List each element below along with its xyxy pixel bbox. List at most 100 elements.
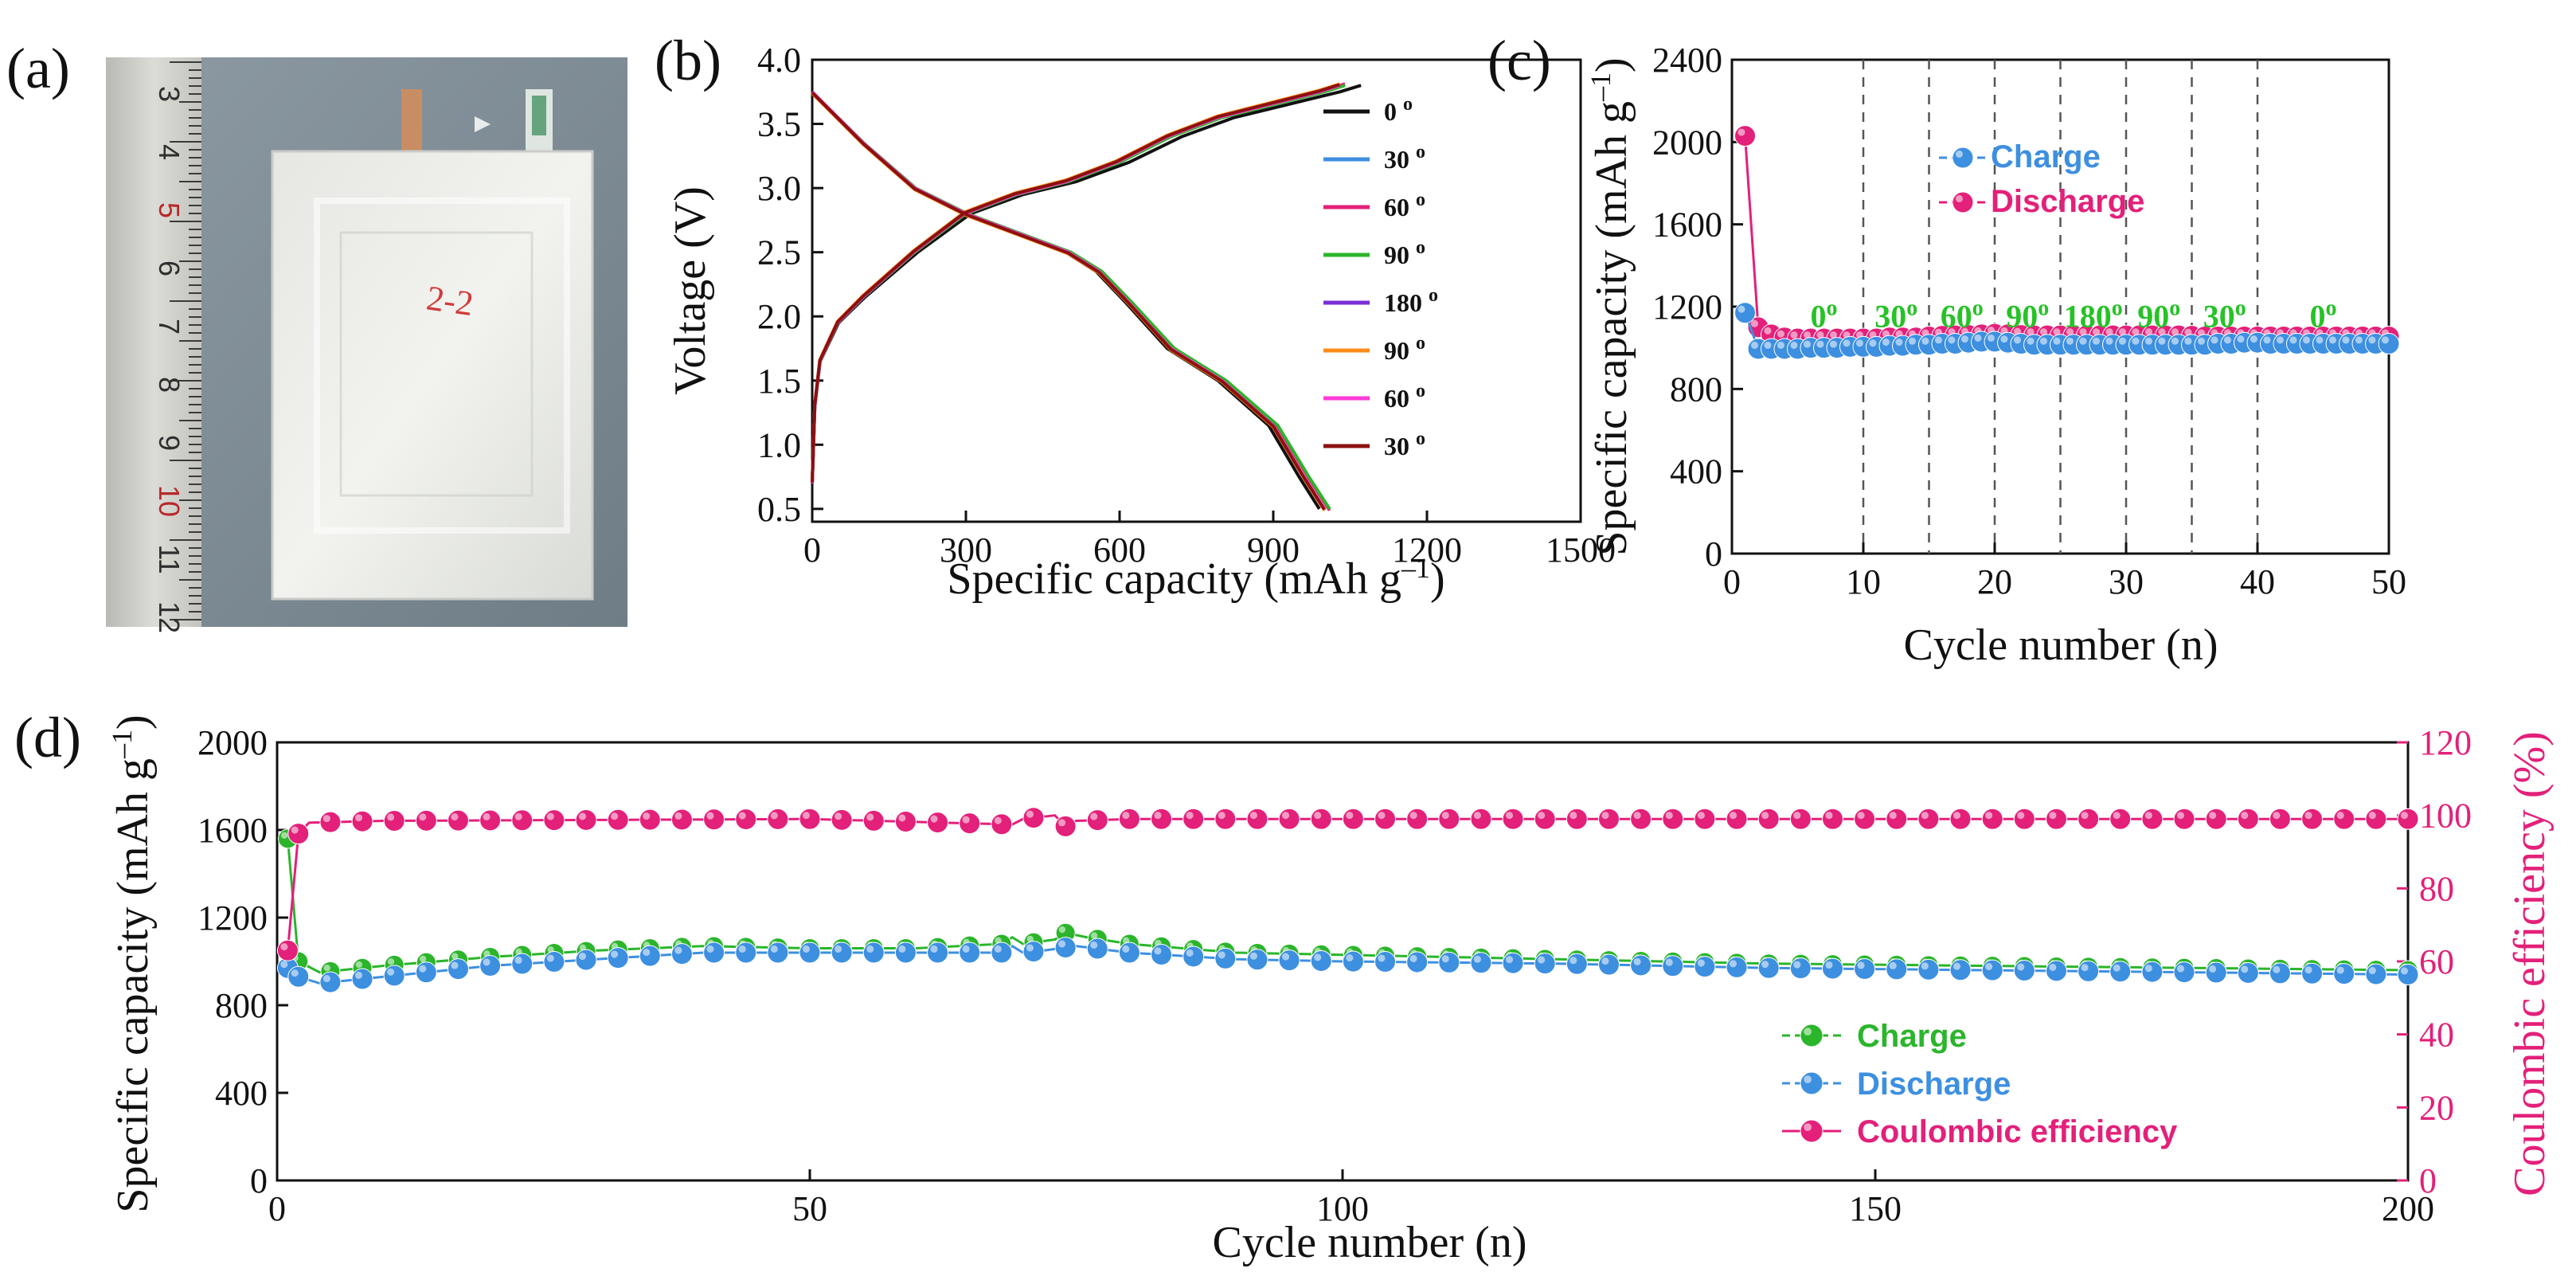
chart-d-point-discharge — [383, 965, 405, 987]
chart-b-y-axis-title: Voltage (V) — [666, 186, 715, 395]
chart-c-angle-label: 0o — [1811, 296, 1838, 335]
chart-d-point-discharge — [2397, 964, 2419, 985]
chart-d-point-discharge — [1854, 957, 1876, 980]
chart-d-point-discharge-highlight — [835, 945, 842, 953]
chart-d-point-ce — [1246, 808, 1268, 830]
chart-c-point-discharge-highlight — [1750, 319, 1758, 327]
chart-d-point-discharge — [1534, 953, 1556, 975]
chart-d-point-ce-highlight — [354, 814, 363, 822]
chart-d-point-ce — [670, 808, 693, 831]
chart-d-point-ce-highlight — [2113, 812, 2121, 820]
chart-d-x-tick-label: 150 — [1849, 1189, 1902, 1228]
chart-c-angle-label: 90o — [2137, 296, 2180, 335]
chart-d-point-discharge-highlight — [1889, 961, 1897, 969]
chart-d-point-ce — [1726, 808, 1748, 830]
chart-b-legend-label: 90 o — [1384, 237, 1425, 269]
chart-b-charge-curve — [811, 84, 1362, 483]
chart-b-charge-curve — [811, 84, 1340, 483]
chart-c-point-charge-highlight — [1974, 334, 1982, 342]
ruler — [106, 57, 201, 627]
chart-d-point-ce — [2078, 808, 2100, 830]
chart-d-point-discharge-highlight — [2336, 966, 2344, 974]
chart-d-point-discharge — [1054, 937, 1077, 959]
chart-d-point-ce — [1470, 808, 1492, 830]
chart-d-x-axis-title: Cycle number (n) — [1213, 1218, 1527, 1267]
chart-d-point-ce — [1342, 808, 1364, 830]
chart-d-point-ce — [1278, 808, 1300, 830]
chart-b-legend-label: 30 o — [1384, 142, 1425, 174]
chart-c-point-charge-highlight — [1829, 340, 1837, 348]
chart-d-point-discharge — [1630, 954, 1652, 977]
pouch-inner-edge — [339, 231, 534, 497]
chart-b-legend-label: 30 o — [1384, 429, 1425, 460]
chart-d-point-ce-highlight — [546, 812, 554, 820]
chart-d-point-discharge-highlight — [2304, 966, 2312, 974]
chart-d-y2-tick-label: 60 — [2419, 942, 2454, 981]
chart-d-point-discharge — [1789, 957, 1812, 980]
chart-d-point-discharge — [2078, 960, 2100, 982]
chart-d-point-ce — [1182, 808, 1205, 830]
chart-d-point-ce — [2045, 808, 2067, 830]
chart-d-point-discharge — [959, 941, 981, 964]
chart-b-discharge-curve — [811, 91, 1327, 511]
chart-d-point-discharge — [1374, 951, 1397, 973]
chart-d-point-ce-highlight — [1409, 812, 1417, 820]
chart-c-x-tick-label: 0 — [1723, 562, 1741, 601]
chart-d-point-discharge-highlight — [1665, 958, 1673, 966]
chart-b-discharge-curve — [811, 90, 1321, 510]
chart-d-point-discharge-highlight — [611, 950, 619, 958]
chart-d-point-ce — [831, 808, 853, 831]
chart-b-y-tick-label: 1.5 — [757, 362, 801, 401]
chart-d-point-ce-highlight — [1218, 812, 1225, 820]
chart-d-point-ce — [351, 810, 373, 832]
chart-d-point-discharge — [1662, 955, 1684, 977]
chart-d-point-discharge — [1310, 949, 1332, 972]
chart-c-y-axis-title: Specific capacity (mAh g–1) — [1585, 57, 1636, 555]
chart-d-point-discharge-highlight — [1186, 949, 1194, 957]
chart-d-point-discharge-highlight — [1825, 961, 1833, 969]
chart-d-point-ce-highlight — [1889, 812, 1897, 820]
chart-d-point-discharge-highlight — [2113, 964, 2121, 972]
chart-d-ce-line — [286, 814, 2408, 951]
chart-d-y-tick-label: 400 — [215, 1074, 268, 1113]
ruler-numbers: 3 4 5 6 7 8 9 10 11 12 — [153, 86, 186, 633]
chart-d-point-ce-highlight — [994, 816, 1002, 824]
chart-d-legend-marker-highlight — [1804, 1028, 1812, 1035]
chart-d-point-discharge — [1726, 956, 1748, 978]
chart-c-point-charge-highlight — [2053, 337, 2061, 345]
chart-b-discharge-curve — [811, 92, 1327, 511]
chart-d-point-discharge-highlight — [2081, 964, 2089, 972]
chart-c-point-discharge-highlight — [1764, 327, 1772, 335]
chart-d-point-discharge — [703, 941, 725, 964]
chart-d-point-ce — [2173, 808, 2195, 830]
chart-d-point-discharge-highlight — [2241, 965, 2249, 973]
chart-c-point-charge-highlight — [2276, 336, 2284, 344]
chart-d-point-discharge — [1598, 953, 1620, 976]
chart-d-point-discharge — [1566, 953, 1588, 975]
chart-d-point-discharge-highlight — [1026, 944, 1034, 952]
chart-b-charge-curve — [811, 82, 1340, 482]
chart-d-point-ce — [1854, 808, 1876, 830]
chart-c-point-charge-highlight — [1738, 305, 1745, 313]
chart-d-point-discharge-highlight — [291, 969, 299, 977]
chart-d-point-ce-highlight — [962, 816, 970, 824]
chart-c-point-charge-highlight — [2132, 337, 2140, 345]
chart-d-point-discharge-highlight — [770, 945, 778, 953]
chart-d-point-discharge-highlight — [1857, 961, 1865, 969]
chart-c-angle-label: 60o — [1941, 296, 1984, 335]
chart-c-point-charge-highlight — [2105, 337, 2113, 345]
chart-c-y-tick-label: 800 — [1670, 370, 1722, 409]
chart-d-point-ce-highlight — [1665, 812, 1673, 820]
chart-d-point-discharge-highlight — [866, 945, 874, 953]
chart-c-point-charge-highlight — [1843, 339, 1851, 347]
chart-d-x-tick-label: 0 — [268, 1189, 286, 1228]
chart-d-point-ce-highlight — [770, 812, 778, 820]
chart-d-point-discharge-highlight — [1793, 961, 1801, 969]
chart-c-series — [1734, 125, 2400, 360]
pouch-seal-line — [314, 198, 570, 534]
chart-d-point-ce — [383, 809, 405, 832]
chart-d-point-ce — [1054, 815, 1077, 837]
chart-d-point-ce — [1566, 808, 1588, 830]
panel-d-letter: (d) — [14, 706, 81, 769]
chart-d-point-discharge-highlight — [1985, 963, 1993, 971]
